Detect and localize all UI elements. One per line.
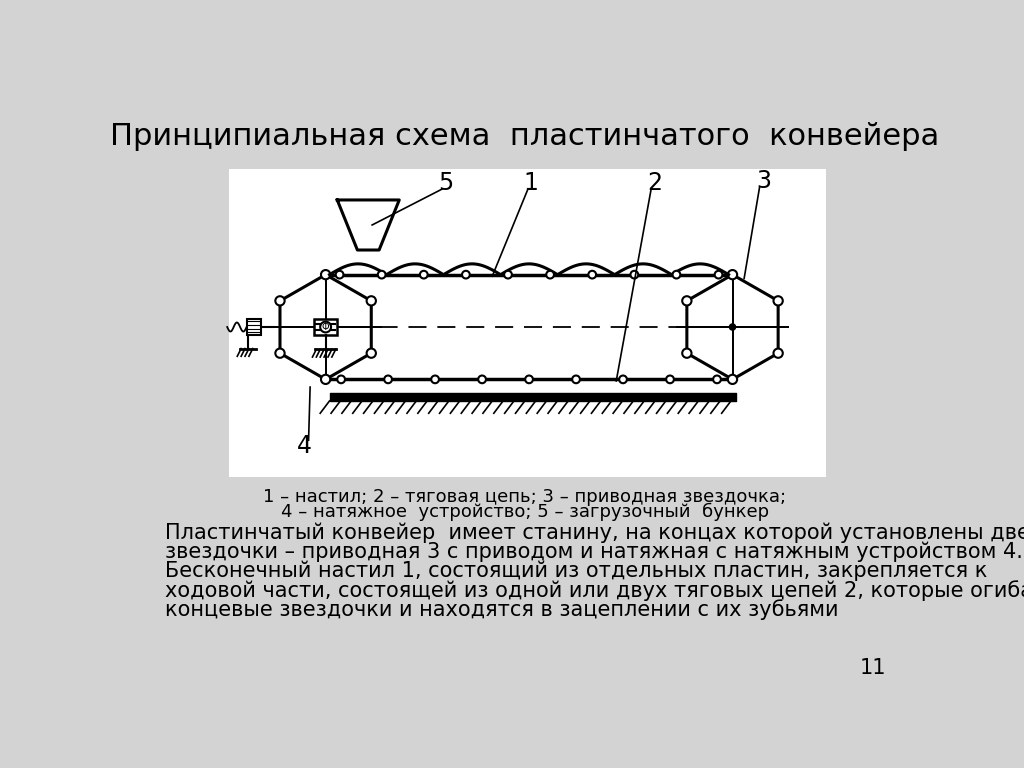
Bar bbox=[228, 169, 825, 477]
Circle shape bbox=[673, 271, 680, 279]
Circle shape bbox=[631, 271, 638, 279]
Circle shape bbox=[682, 296, 691, 306]
Circle shape bbox=[620, 376, 627, 383]
Circle shape bbox=[773, 296, 782, 306]
Circle shape bbox=[275, 296, 285, 306]
Circle shape bbox=[589, 271, 596, 279]
Circle shape bbox=[546, 271, 554, 279]
Text: 5: 5 bbox=[438, 171, 454, 195]
Circle shape bbox=[323, 324, 329, 330]
Text: Принципиальная схема  пластинчатого  конвейера: Принципиальная схема пластинчатого конве… bbox=[111, 122, 939, 151]
Bar bbox=[247, 319, 260, 335]
Circle shape bbox=[367, 296, 376, 306]
Circle shape bbox=[728, 270, 737, 280]
Circle shape bbox=[728, 375, 737, 384]
Text: 3: 3 bbox=[756, 169, 771, 193]
Text: звездочки – приводная 3 с приводом и натяжная с натяжным устройством 4.: звездочки – приводная 3 с приводом и нат… bbox=[165, 541, 1023, 562]
Circle shape bbox=[773, 349, 782, 358]
Circle shape bbox=[275, 349, 285, 358]
Circle shape bbox=[336, 271, 343, 279]
Circle shape bbox=[478, 376, 486, 383]
Circle shape bbox=[431, 376, 439, 383]
Circle shape bbox=[321, 270, 331, 280]
Text: Φ: Φ bbox=[322, 322, 330, 332]
Circle shape bbox=[378, 271, 386, 279]
Circle shape bbox=[682, 349, 691, 358]
Text: Пластинчатый конвейер  имеет станину, на концах которой установлены две: Пластинчатый конвейер имеет станину, на … bbox=[165, 522, 1024, 543]
Text: 11: 11 bbox=[859, 658, 886, 678]
Circle shape bbox=[713, 376, 721, 383]
Circle shape bbox=[321, 322, 331, 333]
Circle shape bbox=[337, 376, 345, 383]
Text: 1: 1 bbox=[523, 171, 539, 195]
Text: 4: 4 bbox=[297, 435, 312, 458]
Text: ходовой части, состоящей из одной или двух тяговых цепей 2, которые огибают: ходовой части, состоящей из одной или дв… bbox=[165, 580, 1024, 601]
Text: 2: 2 bbox=[647, 171, 663, 195]
Circle shape bbox=[667, 376, 674, 383]
Polygon shape bbox=[337, 200, 399, 250]
Text: 1 – настил; 2 – тяговая цепь; 3 – приводная звездочка;: 1 – настил; 2 – тяговая цепь; 3 – привод… bbox=[263, 488, 786, 506]
Circle shape bbox=[729, 324, 735, 330]
Circle shape bbox=[420, 271, 428, 279]
Text: Бесконечный настил 1, состоящий из отдельных пластин, закрепляется к: Бесконечный настил 1, состоящий из отдел… bbox=[165, 561, 987, 581]
Text: 4 – натяжное  устройство; 5 – загрузочный  бункер: 4 – натяжное устройство; 5 – загрузочный… bbox=[281, 503, 769, 521]
Circle shape bbox=[367, 349, 376, 358]
Circle shape bbox=[321, 375, 331, 384]
Circle shape bbox=[715, 271, 722, 279]
Circle shape bbox=[462, 271, 470, 279]
Text: концевые звездочки и находятся в зацеплении с их зубьями: концевые звездочки и находятся в зацепле… bbox=[165, 599, 839, 620]
Circle shape bbox=[504, 271, 512, 279]
Circle shape bbox=[384, 376, 392, 383]
Bar bbox=[314, 319, 337, 336]
Circle shape bbox=[572, 376, 580, 383]
Circle shape bbox=[525, 376, 532, 383]
